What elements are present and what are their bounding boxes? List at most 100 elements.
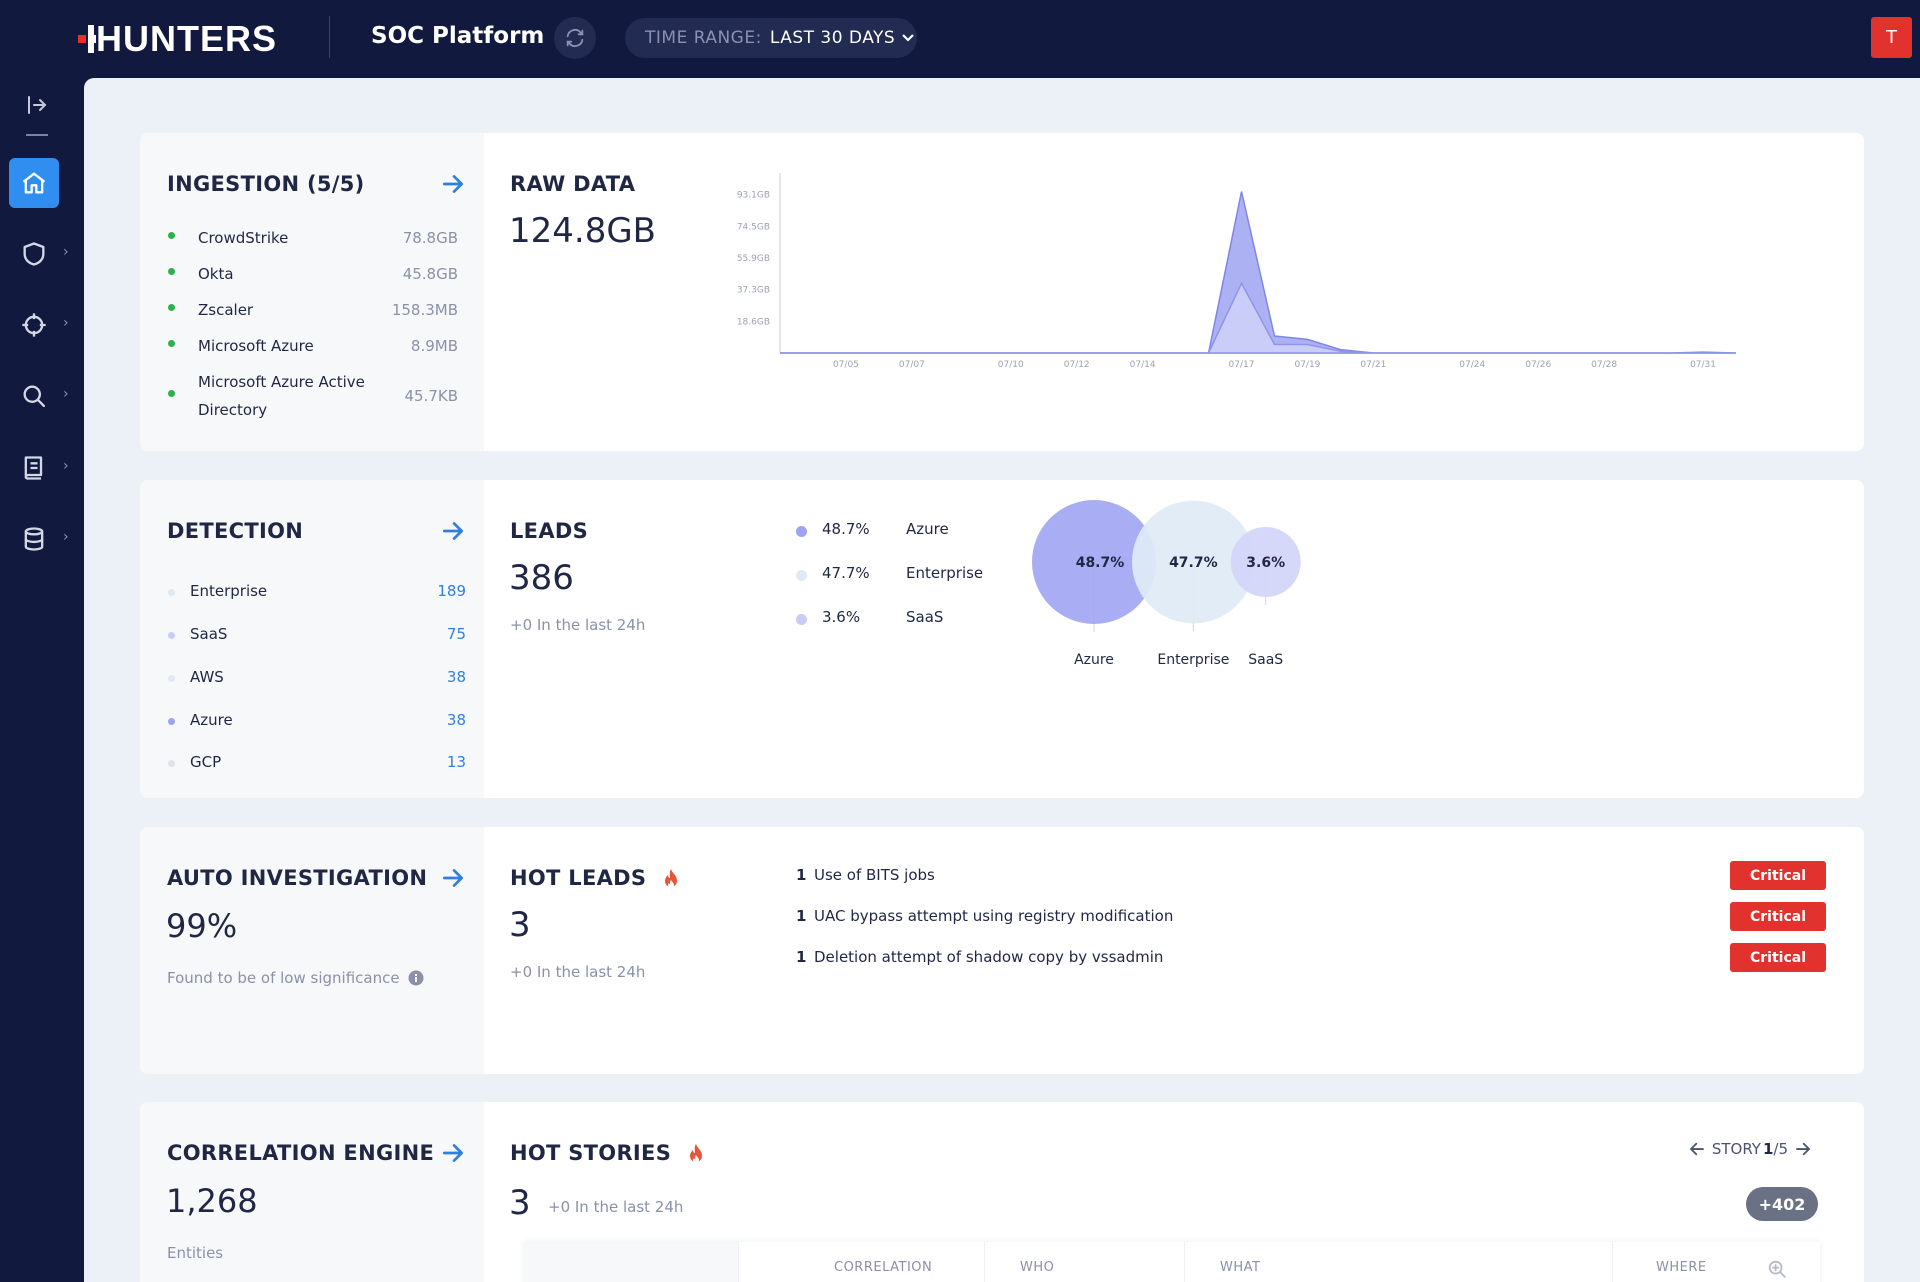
flame-icon <box>689 1144 702 1163</box>
x-tick-label: 07/28 <box>1591 360 1617 370</box>
auto-investigation-panel: AUTO INVESTIGATION 99% Found to be of lo… <box>140 827 484 1074</box>
y-tick-label: 55.9GB <box>737 254 770 264</box>
hot-stories-sub: +0 In the last 24h <box>548 1198 684 1216</box>
column-what[interactable]: WHAT <box>1220 1260 1261 1275</box>
x-tick-label: 07/31 <box>1690 360 1716 370</box>
hot-lead-name: UAC bypass attempt using registry modifi… <box>814 907 1174 925</box>
time-range-value: LAST 30 DAYS <box>769 28 896 48</box>
user-avatar[interactable]: T <box>1871 17 1912 58</box>
hot-stories-title: HOT STORIES <box>510 1141 705 1165</box>
detection-category: Enterprise <box>190 582 268 600</box>
auto-investigation-value: 99% <box>166 907 238 945</box>
hunters-logo[interactable]: HUNTERS <box>78 18 277 60</box>
ingestion-item[interactable]: Microsoft Azure 8.9MB <box>168 332 458 360</box>
sidebar-item-search[interactable] <box>9 371 59 421</box>
arrow-right-icon[interactable] <box>440 518 466 544</box>
chevron-right-icon[interactable]: › <box>63 458 69 474</box>
bubble-name: SaaS <box>1248 652 1283 668</box>
ingestion-source-value: 45.8GB <box>402 265 458 283</box>
hot-lead-item[interactable]: 1 Deletion attempt of shadow copy by vss… <box>796 943 1826 973</box>
column-separator <box>1612 1242 1613 1282</box>
refresh-icon <box>566 29 584 47</box>
hot-lead-item[interactable]: 1 UAC bypass attempt using registry modi… <box>796 902 1826 932</box>
book-icon <box>24 456 43 480</box>
detection-item[interactable]: Enterprise 189 <box>168 582 466 604</box>
flame-icon <box>664 869 677 888</box>
main-content: INGESTION (5/5) CrowdStrike 78.8GB Okta … <box>84 78 1920 1282</box>
arrow-left-icon[interactable] <box>1688 1140 1706 1158</box>
table-fixed-col <box>524 1242 738 1282</box>
raw-data-title: RAW DATA <box>510 172 636 196</box>
hot-lead-item[interactable]: 1 Use of BITS jobs Critical <box>796 861 1826 891</box>
y-tick-label: 93.1GB <box>737 191 770 201</box>
y-tick-label: 18.6GB <box>737 317 770 327</box>
arrow-right-icon[interactable] <box>440 1140 466 1166</box>
detection-item[interactable]: GCP 13 <box>168 753 466 775</box>
ingestion-source-name: Zscaler <box>198 301 254 319</box>
ingestion-source-value: 158.3MB <box>391 301 458 319</box>
refresh-button[interactable] <box>554 17 596 59</box>
bubble-saas <box>1230 527 1301 597</box>
app-title: SOC Platform <box>371 23 545 49</box>
ingestion-item[interactable]: Okta 45.8GB <box>168 260 458 288</box>
detection-panel: DETECTION Enterprise 189 SaaS 75 AWS 38 … <box>140 480 484 798</box>
ingestion-item[interactable]: CrowdStrike 78.8GB <box>168 224 458 252</box>
x-tick-label: 07/17 <box>1229 360 1255 370</box>
expand-sidebar-button[interactable] <box>22 90 52 120</box>
sidebar-item-shield[interactable] <box>9 229 59 279</box>
sidebar: › › › › › <box>0 78 84 1282</box>
column-where[interactable]: WHERE <box>1656 1260 1707 1275</box>
x-tick-label: 07/26 <box>1525 360 1551 370</box>
x-tick-label: 07/14 <box>1130 360 1156 370</box>
ingestion-item[interactable]: Zscaler 158.3MB <box>168 296 458 324</box>
arrow-right-icon[interactable] <box>1794 1140 1812 1158</box>
bubble-label: 48.7% <box>1076 555 1125 571</box>
severity-badge: Critical <box>1730 861 1826 890</box>
database-icon <box>24 527 44 551</box>
chevron-right-icon[interactable]: › <box>63 315 69 331</box>
arrow-right-icon[interactable] <box>440 171 466 197</box>
status-dot <box>168 268 175 275</box>
time-range-dropdown[interactable]: TIME RANGE: LAST 30 DAYS <box>625 18 917 58</box>
category-dot <box>168 718 175 725</box>
detection-count: 75 <box>446 625 466 643</box>
detection-item[interactable]: SaaS 75 <box>168 625 466 647</box>
more-stories-badge[interactable]: +402 <box>1746 1187 1818 1221</box>
zoom-in-icon[interactable] <box>1766 1258 1788 1280</box>
detection-item[interactable]: AWS 38 <box>168 668 466 690</box>
detection-item[interactable]: Azure 38 <box>168 711 466 733</box>
hot-lead-count: 1 <box>796 907 807 925</box>
story-current: 1 <box>1762 1140 1774 1158</box>
legend-pct: 48.7% <box>822 520 870 538</box>
sidebar-item-database[interactable] <box>9 514 59 564</box>
ingestion-item[interactable]: Microsoft Azure Active Directory 45.7KB <box>168 368 458 424</box>
severity-badge: Critical <box>1730 943 1826 972</box>
correlation-row: CORRELATION ENGINE 1,268 Entities HOT ST… <box>140 1102 1864 1282</box>
detection-category: GCP <box>190 753 222 771</box>
hot-stories-value: 3 <box>509 1183 531 1223</box>
detection-count: 189 <box>437 582 466 600</box>
story-label: STORY <box>1711 1140 1761 1158</box>
ingestion-source-name: Microsoft Azure Active Directory <box>198 373 365 419</box>
story-pager: STORY 1 /5 <box>1688 1140 1812 1158</box>
chevron-right-icon[interactable]: › <box>63 529 69 545</box>
chevron-right-icon[interactable]: › <box>63 386 69 402</box>
legend-dot <box>796 614 807 625</box>
raw-data-value: 124.8GB <box>509 211 657 251</box>
sidebar-item-book[interactable] <box>9 443 59 493</box>
hot-lead-name: Use of BITS jobs <box>814 866 935 884</box>
arrow-right-icon[interactable] <box>440 865 466 891</box>
column-separator <box>984 1242 985 1282</box>
ingestion-title: INGESTION (5/5) <box>167 172 365 196</box>
raw-data-panel: RAW DATA 124.8GB 93.1GB 74.5GB 55.9GB 37.3G… <box>484 133 1864 451</box>
bubble-name: Enterprise <box>1157 652 1229 668</box>
column-who[interactable]: WHO <box>1020 1260 1055 1275</box>
correlation-value: 1,268 <box>166 1182 258 1220</box>
x-tick-label: 07/21 <box>1360 360 1386 370</box>
sidebar-item-home[interactable] <box>9 158 59 208</box>
home-icon <box>22 172 46 194</box>
info-icon[interactable] <box>408 970 424 986</box>
column-correlation[interactable]: CORRELATION <box>834 1260 933 1275</box>
chevron-right-icon[interactable]: › <box>63 244 69 260</box>
sidebar-item-crosshair[interactable] <box>9 300 59 350</box>
